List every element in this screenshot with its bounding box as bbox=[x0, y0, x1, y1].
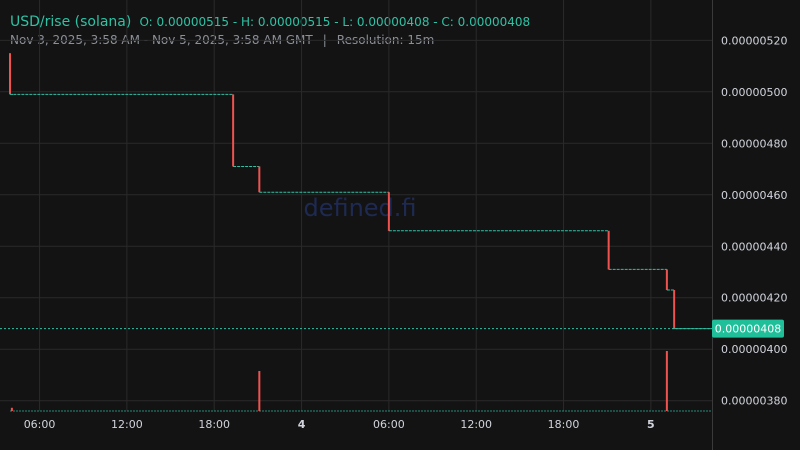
last-price-marker: 0.00000408 bbox=[0, 319, 784, 338]
price-candle bbox=[673, 290, 676, 329]
price-series bbox=[9, 53, 712, 330]
y-tick-label: 0.00000500 bbox=[721, 86, 787, 99]
price-candle bbox=[258, 166, 261, 193]
x-tick-label: 12:00 bbox=[460, 418, 492, 431]
y-tick-label: 0.00000400 bbox=[721, 343, 787, 356]
symbol-label: USD/rise (solana) bbox=[10, 14, 132, 30]
x-tick-label: 5 bbox=[647, 418, 655, 431]
last-price-badge bbox=[712, 319, 784, 338]
y-tick-label: 0.00000480 bbox=[721, 137, 787, 150]
y-tick-label: 0.00000520 bbox=[721, 34, 787, 47]
x-axis: 06:00 12:00 18:00 4 06:00 12:00 18:00 5 bbox=[24, 418, 655, 431]
last-price-label: 0.00000408 bbox=[715, 323, 781, 336]
watermark: defined.fi bbox=[303, 194, 416, 222]
y-tick-label: 0.00000380 bbox=[721, 395, 787, 408]
price-candle bbox=[665, 269, 668, 291]
price-candle bbox=[9, 53, 11, 95]
y-tick-label: 0.00000460 bbox=[721, 189, 787, 202]
chart-header: USD/rise (solana) O: 0.00000515 - H: 0.0… bbox=[10, 11, 530, 30]
y-axis: 0.00000380 0.00000400 0.00000420 0.00000440… bbox=[721, 34, 787, 407]
volume-bars bbox=[10, 351, 712, 412]
x-tick-label: 18:00 bbox=[548, 418, 580, 431]
x-tick-label: 06:00 bbox=[373, 418, 405, 431]
grid-lines bbox=[0, 0, 713, 450]
x-tick-label: 18:00 bbox=[198, 418, 230, 431]
y-tick-label: 0.00000440 bbox=[721, 240, 787, 253]
y-tick-label: 0.00000420 bbox=[721, 292, 787, 305]
x-tick-label: 4 bbox=[298, 418, 306, 431]
price-candle bbox=[387, 192, 390, 231]
x-tick-label: 12:00 bbox=[111, 418, 143, 431]
ohlc-readout: O: 0.00000515 - H: 0.00000515 - L: 0.000… bbox=[139, 15, 531, 29]
price-candle bbox=[607, 230, 610, 270]
x-tick-label: 06:00 bbox=[24, 418, 56, 431]
price-candle bbox=[232, 94, 235, 167]
